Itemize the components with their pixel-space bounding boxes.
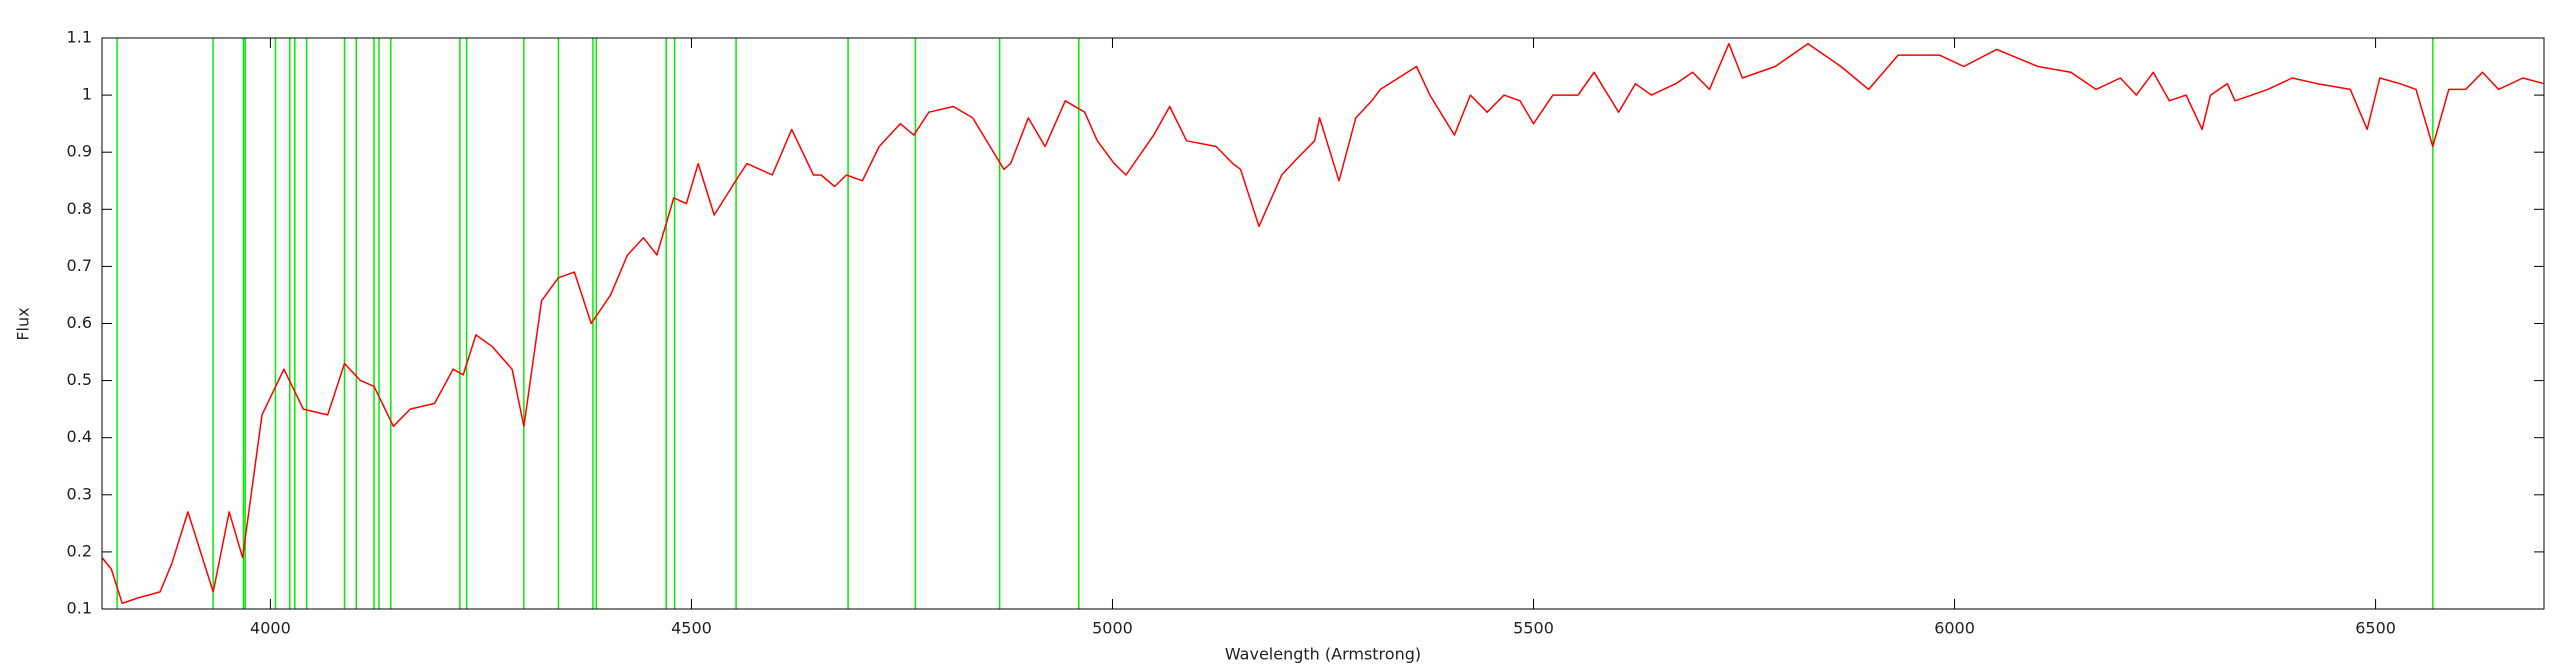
x-tick-label: 5000 bbox=[1092, 619, 1133, 638]
y-tick-label: 0.4 bbox=[67, 427, 92, 446]
x-tick-label: 4000 bbox=[250, 619, 291, 638]
x-tick-label: 6500 bbox=[2355, 619, 2396, 638]
y-tick-label: 0.6 bbox=[67, 313, 92, 332]
y-tick-label: 0.8 bbox=[67, 199, 92, 218]
x-tick-label: 4500 bbox=[671, 619, 712, 638]
y-tick-label: 0.1 bbox=[67, 599, 92, 618]
spectrum-line bbox=[101, 42, 2545, 605]
x-axis-label: Wavelength (Armstrong) bbox=[1225, 645, 1421, 664]
y-axis-label: Flux bbox=[14, 307, 33, 340]
x-tick-label: 5500 bbox=[1513, 619, 1554, 638]
x-tick-label: 6000 bbox=[1934, 619, 1975, 638]
y-tick-label: 0.5 bbox=[67, 370, 92, 389]
y-tick-label: 0.3 bbox=[67, 484, 92, 503]
y-tick-label: 0.9 bbox=[67, 142, 92, 161]
y-tick-label: 1.1 bbox=[67, 28, 92, 47]
y-tick-label: 0.7 bbox=[67, 256, 92, 275]
plot-frame bbox=[101, 37, 2545, 610]
y-tick-label: 1 bbox=[82, 85, 92, 104]
y-tick-label: 0.2 bbox=[67, 541, 92, 560]
